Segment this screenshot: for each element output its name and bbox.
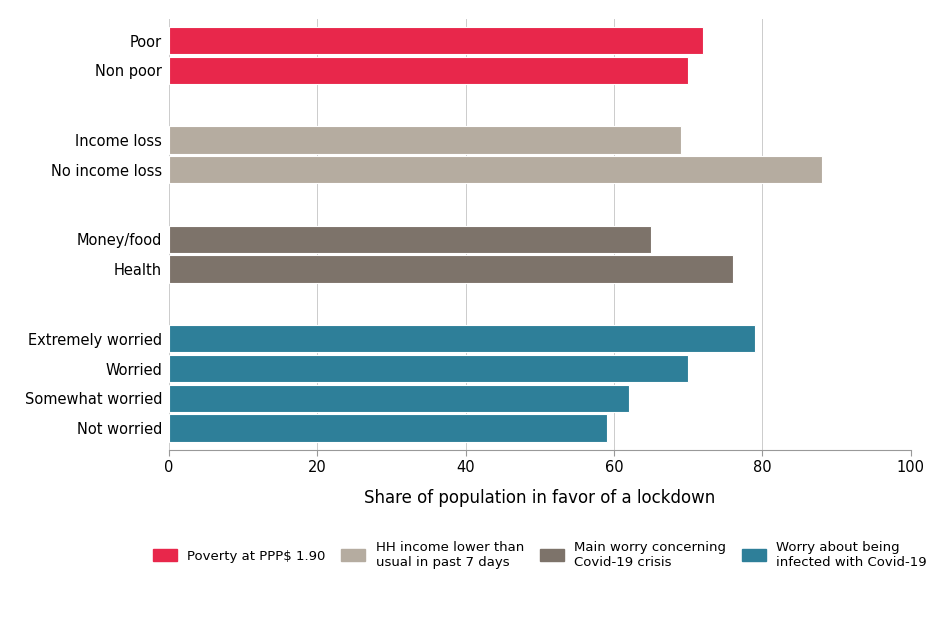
Bar <box>169 27 703 54</box>
Legend: Poverty at PPP$ 1.90, HH income lower than
usual in past 7 days, Main worry conc: Poverty at PPP$ 1.90, HH income lower th… <box>146 534 933 576</box>
Bar <box>169 126 681 154</box>
Bar <box>169 325 755 352</box>
Bar <box>169 156 822 184</box>
Bar <box>169 384 629 412</box>
Bar <box>169 414 607 442</box>
Bar <box>169 226 652 253</box>
Bar <box>169 355 688 382</box>
Bar <box>169 57 688 84</box>
X-axis label: Share of population in favor of a lockdown: Share of population in favor of a lockdo… <box>364 489 716 508</box>
Bar <box>169 256 732 283</box>
